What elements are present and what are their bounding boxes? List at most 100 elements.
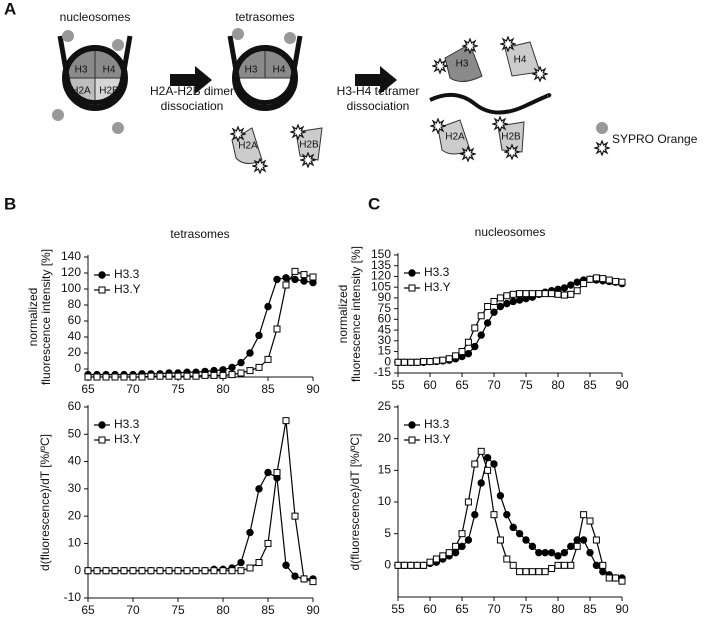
x-tick-label: 80	[216, 382, 230, 396]
histone-label: H2A	[71, 86, 91, 97]
data-point	[426, 358, 434, 366]
data-point	[547, 548, 556, 557]
data-point	[579, 536, 588, 544]
y-tick-label: 15	[378, 344, 392, 358]
data-point	[522, 290, 530, 298]
data-point	[515, 296, 524, 304]
data-point	[592, 274, 600, 282]
data-point	[264, 468, 272, 477]
data-point	[147, 567, 155, 575]
y-tick-label: 20	[68, 508, 82, 522]
data-point	[237, 358, 245, 367]
data-point	[503, 510, 511, 519]
data-point	[618, 577, 626, 585]
y-tick-label: 50	[68, 426, 82, 440]
dissociated-histones: H3 H4 H2A H2B	[429, 36, 552, 162]
data-point	[573, 278, 581, 286]
y-tick-label: 20	[378, 431, 392, 445]
data-point	[560, 548, 569, 557]
y-tick-label: 0	[74, 563, 81, 577]
legend-label: H3.3	[424, 417, 450, 431]
x-tick-label: 90	[306, 382, 320, 396]
legend-dye	[596, 122, 608, 134]
data-point	[129, 567, 137, 575]
data-point	[138, 373, 146, 381]
data-point	[554, 561, 562, 569]
data-point	[509, 290, 517, 298]
legend-marker	[98, 271, 106, 279]
data-point	[496, 491, 505, 500]
step-label: H2A-H2B dimer	[150, 84, 234, 98]
legend-label: H3.Y	[114, 432, 141, 446]
legend-marker	[98, 436, 106, 444]
data-point	[432, 357, 440, 365]
data-point	[548, 565, 556, 572]
data-point	[573, 287, 581, 295]
data-point	[560, 561, 568, 569]
data-point	[165, 567, 173, 575]
data-point	[567, 281, 575, 289]
step-label: dissociation	[161, 99, 224, 113]
step-label: dissociation	[347, 99, 410, 113]
data-point	[138, 567, 146, 575]
arrow	[170, 66, 212, 94]
y-axis-label: d(fluorescence)/dT [%/ºC]	[38, 434, 52, 571]
data-point	[291, 572, 299, 580]
data-point	[503, 555, 511, 563]
legend-label: H3.3	[114, 417, 140, 431]
data-point	[426, 558, 434, 566]
data-point	[490, 308, 498, 316]
data-point	[228, 363, 236, 372]
data-point	[509, 523, 517, 532]
chart-title: tetrasomes	[170, 227, 229, 241]
data-point	[477, 331, 485, 339]
y-tick-label: 60	[68, 313, 82, 327]
data-point	[237, 567, 245, 575]
y-tick-label: -15	[374, 365, 392, 379]
data-point	[567, 542, 575, 551]
data-point	[228, 371, 236, 379]
data-point	[264, 355, 272, 363]
panel-label: B	[4, 194, 16, 213]
data-point	[464, 338, 472, 346]
data-point	[496, 302, 505, 311]
data-point	[445, 549, 453, 557]
data-point	[528, 542, 537, 551]
data-point	[560, 284, 569, 292]
data-point	[192, 372, 200, 380]
data-point	[394, 561, 402, 569]
y-tick-label: 20	[68, 345, 82, 359]
data-point	[407, 561, 415, 569]
y-tick-label: 40	[68, 329, 82, 343]
y-tick-label: 0	[74, 361, 81, 375]
chart-title: nucleosomes	[475, 225, 546, 239]
data-point	[464, 536, 473, 544]
data-point	[156, 567, 164, 575]
legend-marker	[408, 284, 416, 292]
x-tick-label: 90	[615, 602, 629, 616]
data-point	[554, 552, 562, 560]
data-point	[420, 358, 428, 366]
step-label: H3-H4 tetramer	[337, 84, 420, 98]
panel-label: C	[368, 194, 380, 213]
data-point	[567, 561, 575, 569]
data-point	[484, 302, 492, 310]
data-point	[471, 460, 479, 468]
data-point	[535, 290, 543, 298]
data-point	[102, 373, 110, 381]
y-tick-label: 90	[378, 290, 392, 304]
histone-label: H4	[273, 65, 286, 76]
data-point	[560, 291, 568, 299]
x-tick-label: 75	[519, 602, 533, 616]
data-point	[618, 278, 626, 286]
legend-marker	[408, 269, 416, 277]
data-point	[147, 372, 155, 380]
data-point	[528, 290, 536, 298]
data-point	[509, 561, 517, 569]
data-point	[477, 447, 485, 455]
data-point	[246, 349, 254, 357]
data-point	[300, 271, 308, 279]
data-point	[84, 567, 92, 575]
data-point	[541, 568, 549, 576]
